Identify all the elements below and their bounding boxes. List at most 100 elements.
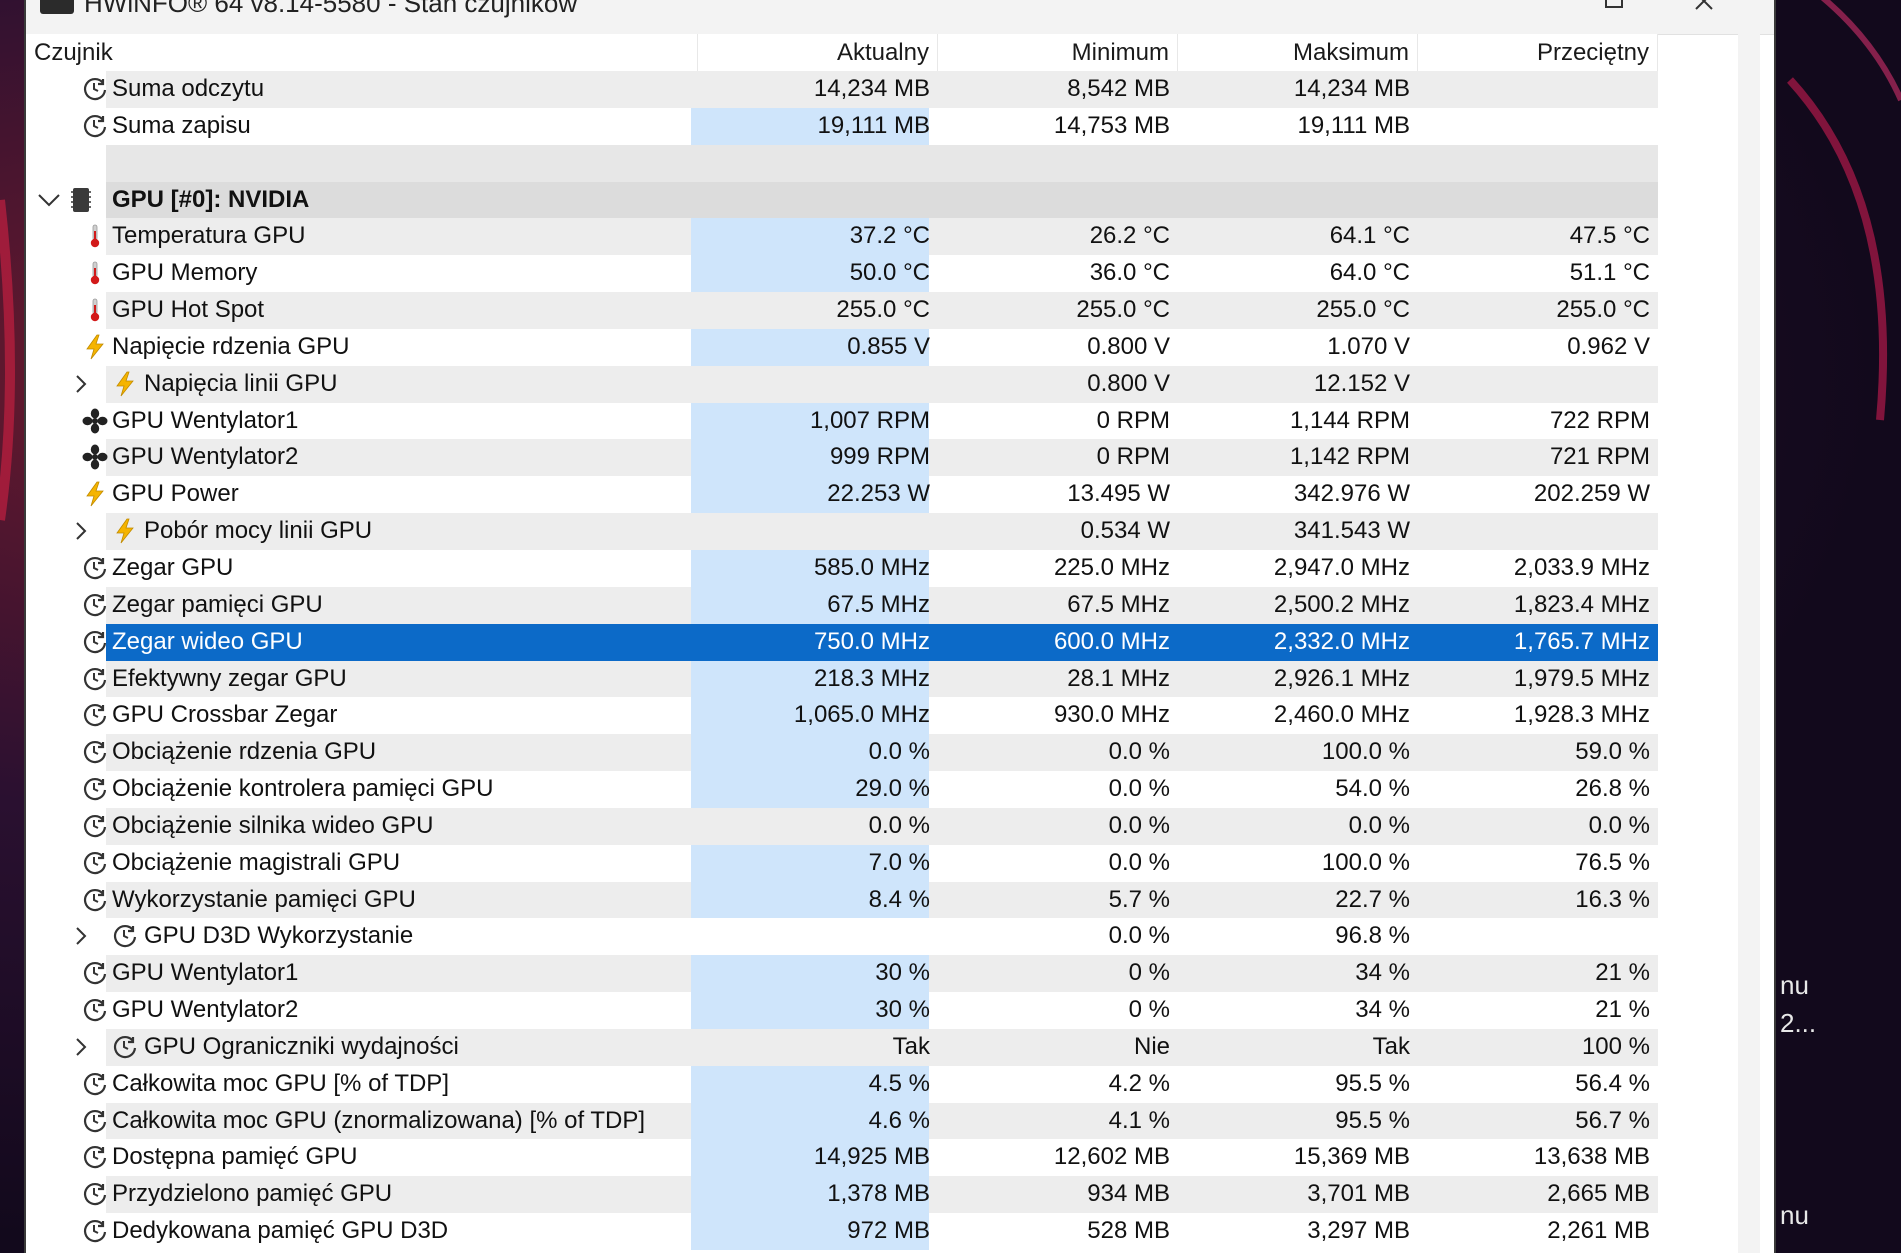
sensor-row[interactable]: Wykorzystanie pamięci GPU 8.4 % 5.7 % 22.7 … bbox=[26, 881, 1658, 919]
maximum-value: 100.0 % bbox=[1321, 738, 1410, 766]
current-value: 37.2 °C bbox=[849, 222, 930, 250]
column-header-current[interactable]: Aktualny bbox=[698, 34, 938, 71]
chevron-right-icon bbox=[68, 1034, 94, 1060]
sensor-row[interactable]: GPU Wentylator1 30 % 0 % 34 % 21 % bbox=[26, 955, 1658, 993]
sensor-label: Obciążenie silnika wideo GPU bbox=[112, 811, 434, 839]
clock-icon bbox=[82, 666, 108, 692]
column-header-sensor[interactable]: Czujnik bbox=[26, 34, 698, 71]
sensor-row[interactable]: GPU Wentylator2 30 % 0 % 34 % 21 % bbox=[26, 992, 1658, 1029]
current-value-highlight bbox=[691, 218, 929, 256]
column-header-max[interactable]: Maksimum bbox=[1178, 34, 1418, 71]
sensor-row[interactable]: Napięcia linii GPU 0.800 V 12.152 V bbox=[26, 365, 1658, 403]
clock-icon bbox=[82, 702, 108, 728]
minimum-value: 0.0 % bbox=[1108, 811, 1170, 839]
close-button[interactable] bbox=[1674, 0, 1734, 24]
sensor-row[interactable]: GPU Memory 50.0 °C 36.0 °C 64.0 °C 51.1 °C bbox=[26, 255, 1658, 293]
sensor-label: Zegar wideo GPU bbox=[112, 627, 303, 655]
sensor-label: Zegar GPU bbox=[112, 553, 234, 581]
sensor-label: GPU Ograniczniki wydajności bbox=[144, 1032, 459, 1060]
sensor-row[interactable]: GPU Hot Spot 255.0 °C 255.0 °C 255.0 °C 255.… bbox=[26, 292, 1658, 329]
sensor-row[interactable]: Efektywny zegar GPU 218.3 MHz 28.1 MHz 2,92… bbox=[26, 660, 1658, 698]
sensor-row[interactable]: Obciążenie rdzenia GPU 0.0 % 0.0 % 100.0 % 5… bbox=[26, 734, 1658, 772]
sensor-row[interactable]: Pobór mocy linii GPU 0.534 W 341.543 W bbox=[26, 513, 1658, 550]
current-value: 7.0 % bbox=[868, 848, 930, 876]
minimum-value: 5.7 % bbox=[1108, 885, 1170, 913]
sensor-row[interactable]: GPU Wentylator2 999 RPM 0 RPM 1,142 RPM 721 … bbox=[26, 439, 1658, 477]
clock-icon bbox=[82, 629, 108, 655]
spacer-row bbox=[26, 144, 1658, 182]
sensor-row[interactable]: Zegar GPU 585.0 MHz 225.0 MHz 2,947.0 MHz 2,… bbox=[26, 549, 1658, 587]
sensor-row[interactable]: Suma zapisu 19,111 MB 14,753 MB 19,111 MB bbox=[26, 107, 1658, 145]
sensor-row[interactable]: Obciążenie silnika wideo GPU 0.0 % 0.0 % 0.… bbox=[26, 807, 1658, 845]
average-value: 202.259 W bbox=[1533, 480, 1650, 508]
average-value: 1,928.3 MHz bbox=[1513, 701, 1650, 729]
clock-icon bbox=[82, 1144, 108, 1170]
chip-icon bbox=[68, 187, 94, 213]
average-value: 51.1 °C bbox=[1569, 259, 1650, 287]
current-value-highlight bbox=[691, 255, 929, 293]
minimum-value: 28.1 MHz bbox=[1067, 664, 1170, 692]
clock-icon bbox=[112, 923, 138, 949]
sensor-row[interactable]: Obciążenie magistrali GPU 7.0 % 0.0 % 100.0… bbox=[26, 844, 1658, 882]
current-value-highlight bbox=[691, 881, 929, 919]
current-value-highlight bbox=[691, 955, 929, 993]
average-value: 21 % bbox=[1595, 996, 1650, 1024]
minimum-value: 26.2 °C bbox=[1089, 222, 1170, 250]
sensor-label: Przydzielono pamięć GPU bbox=[112, 1180, 393, 1208]
average-value: 56.4 % bbox=[1575, 1069, 1650, 1097]
average-value: 16.3 % bbox=[1575, 885, 1650, 913]
maximum-value: 95.5 % bbox=[1335, 1069, 1410, 1097]
sensor-label: Obciążenie rdzenia GPU bbox=[112, 738, 377, 766]
sensor-group-row[interactable]: GPU [#0]: NVIDIA bbox=[26, 181, 1658, 219]
sensor-row[interactable]: Suma odczytu 14,234 MB 8,542 MB 14,234 MB bbox=[26, 71, 1658, 108]
column-header-min[interactable]: Minimum bbox=[938, 34, 1178, 71]
sensor-row[interactable]: Przydzielono pamięć GPU 1,378 MB 934 MB 3,7… bbox=[26, 1176, 1658, 1214]
maximum-value: 2,926.1 MHz bbox=[1273, 664, 1410, 692]
row-background bbox=[106, 292, 1658, 329]
row-background bbox=[106, 513, 1658, 550]
sensor-row[interactable]: GPU Crossbar Zegar 1,065.0 MHz 930.0 MHz 2,… bbox=[26, 697, 1658, 735]
background-text: nu bbox=[1780, 1200, 1809, 1230]
sensor-row[interactable]: Temperatura GPU 37.2 °C 26.2 °C 64.1 °C 47.5… bbox=[26, 218, 1658, 256]
row-background bbox=[106, 918, 1658, 956]
current-value-highlight bbox=[691, 439, 929, 477]
average-value: 0.962 V bbox=[1567, 332, 1650, 360]
sensor-row[interactable]: Napięcie rdzenia GPU 0.855 V 0.800 V 1.070 … bbox=[26, 328, 1658, 366]
thermometer-icon bbox=[82, 223, 108, 249]
fan-icon bbox=[82, 444, 108, 470]
maximum-value: 96.8 % bbox=[1335, 922, 1410, 950]
maximum-value: 1,142 RPM bbox=[1289, 443, 1410, 471]
current-value: 972 MB bbox=[847, 1217, 930, 1245]
current-value: 50.0 °C bbox=[849, 259, 930, 287]
maximum-value: 100.0 % bbox=[1321, 848, 1410, 876]
current-value-highlight bbox=[691, 1065, 929, 1103]
sensor-label: Suma zapisu bbox=[112, 111, 251, 139]
sensor-row[interactable]: Całkowita moc GPU [% of TDP] 4.5 % 4.2 % 95… bbox=[26, 1065, 1658, 1103]
sensor-label: GPU Wentylator2 bbox=[112, 996, 299, 1024]
minimum-value: 934 MB bbox=[1087, 1180, 1170, 1208]
sensor-label: Napięcia linii GPU bbox=[144, 369, 338, 397]
maximum-value: 54.0 % bbox=[1335, 775, 1410, 803]
minimum-value: 0.0 % bbox=[1108, 922, 1170, 950]
sensor-row[interactable]: Dedykowana pamięć GPU D3D 972 MB 528 MB 3,2… bbox=[26, 1213, 1658, 1250]
sensor-row[interactable]: Dostępna pamięć GPU 14,925 MB 12,602 MB 15,… bbox=[26, 1139, 1658, 1177]
sensor-row[interactable]: GPU Wentylator1 1,007 RPM 0 RPM 1,144 RPM 72… bbox=[26, 402, 1658, 440]
thermometer-icon bbox=[82, 297, 108, 323]
sensor-label: Napięcie rdzenia GPU bbox=[112, 332, 350, 360]
sensor-row[interactable]: GPU Ograniczniki wydajności Tak Nie Tak 100 … bbox=[26, 1028, 1658, 1066]
title-bar: HWiNFO® 64 v8.14-5580 - Stan czujników bbox=[26, 0, 1774, 35]
sensor-row[interactable]: GPU D3D Wykorzystanie 0.0 % 96.8 % bbox=[26, 918, 1658, 956]
sensor-row[interactable]: Zegar wideo GPU 750.0 MHz 600.0 MHz 2,332.0… bbox=[26, 623, 1658, 661]
sensor-row[interactable]: Obciążenie kontrolera pamięci GPU 29.0 % 0… bbox=[26, 771, 1658, 808]
sensor-row[interactable]: GPU Power 22.253 W 13.495 W 342.976 W 202.25… bbox=[26, 476, 1658, 514]
average-value: 56.7 % bbox=[1575, 1106, 1650, 1134]
clock-icon bbox=[82, 887, 108, 913]
current-value-highlight bbox=[691, 697, 929, 735]
maximize-button[interactable] bbox=[1584, 0, 1644, 24]
vertical-scrollbar[interactable] bbox=[1738, 34, 1760, 1253]
sensor-row[interactable]: Całkowita moc GPU (znormalizowana) [% of… bbox=[26, 1102, 1658, 1140]
average-value bbox=[1418, 513, 1650, 549]
maximum-value: 255.0 °C bbox=[1316, 296, 1410, 324]
sensor-row[interactable]: Zegar pamięci GPU 67.5 MHz 67.5 MHz 2,500.2… bbox=[26, 586, 1658, 624]
column-header-avg[interactable]: Przeciętny bbox=[1418, 34, 1658, 71]
